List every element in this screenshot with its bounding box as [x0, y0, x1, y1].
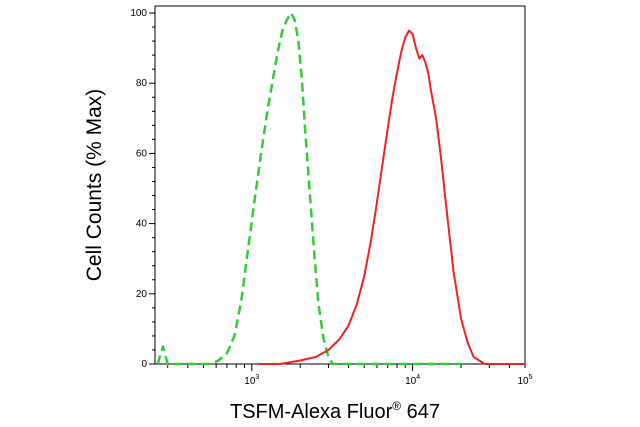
y-tick-label: 40 — [136, 219, 148, 230]
y-tick-label: 60 — [136, 148, 148, 159]
x-axis-title-suffix: 647 — [401, 401, 440, 423]
y-tick-label: 100 — [130, 8, 147, 19]
plot-frame — [154, 5, 526, 365]
x-axis-title-main: TSFM-Alexa Fluor — [230, 401, 393, 423]
x-tick-label: 104 — [405, 374, 420, 387]
series-line-1 — [156, 11, 461, 366]
y-tick-label: 80 — [136, 78, 148, 89]
series-layer — [156, 11, 525, 366]
x-tick-label: 105 — [517, 374, 532, 387]
x-axis: 103 104 105 — [167, 364, 533, 387]
series-line-2 — [258, 29, 525, 365]
x-tick-label: 103 — [244, 374, 259, 387]
x-axis-title-superscript: ® — [392, 399, 401, 413]
x-axis-title: TSFM-Alexa Fluor® 647 — [230, 399, 440, 423]
y-tick-label: 20 — [136, 289, 148, 300]
y-axis-title: Cell Counts (% Max) — [83, 89, 106, 282]
y-axis: 0 20 40 60 80 100 — [130, 8, 155, 370]
y-tick-label: 0 — [141, 359, 147, 370]
